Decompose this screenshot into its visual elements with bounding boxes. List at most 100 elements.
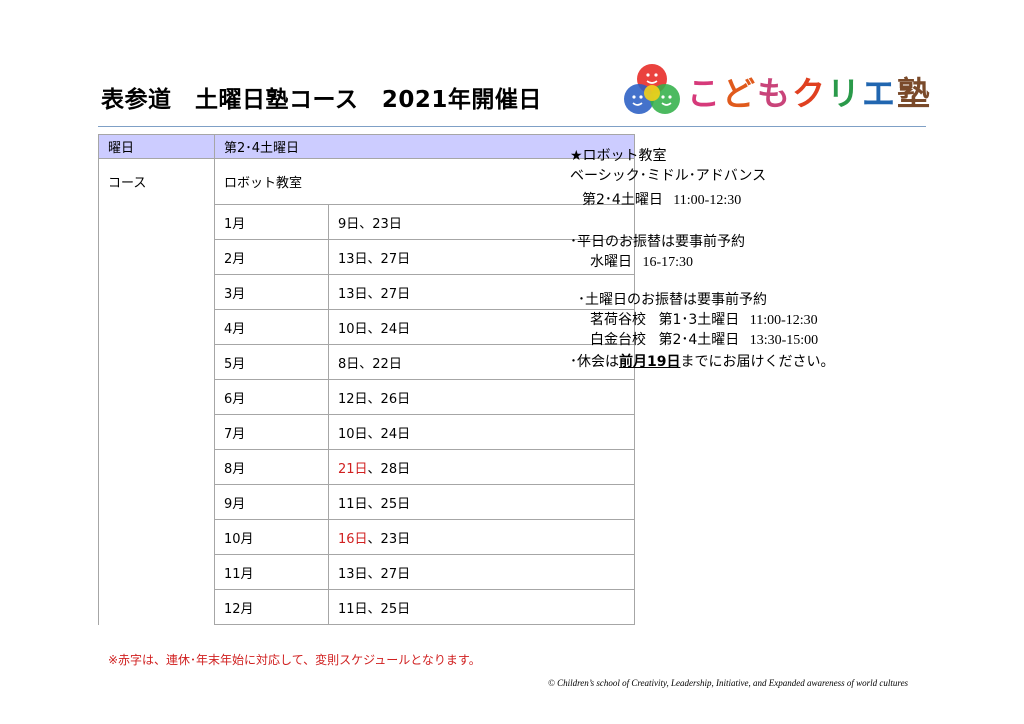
dates-cell: 11日、25日 <box>328 589 635 625</box>
table-row: 4月 10日、24日 <box>98 309 635 345</box>
info-absence: ･休会は前月19日までにお届けください。 <box>570 352 834 372</box>
header-value: 第2･4土曜日 <box>214 134 635 159</box>
dates-cell: 13日、27日 <box>328 554 635 590</box>
table-header-row: 曜日 第2･4土曜日 <box>98 134 635 159</box>
info-wed-time: 16-17:30 <box>642 255 694 270</box>
first-date: 10日 <box>338 426 368 442</box>
month-cell: 4月 <box>214 309 329 345</box>
row-spacer <box>98 379 215 415</box>
info-school2-name: 白金台校 <box>590 332 646 348</box>
row-spacer <box>98 414 215 450</box>
table-row: 5月 8日、22日 <box>98 344 635 380</box>
page-title: 表参道 土曜日塾コース 2021年開催日 <box>101 87 542 113</box>
dates-cell: 9日、23日 <box>328 204 635 240</box>
logo-char: こ <box>687 74 722 113</box>
first-date: 13日 <box>338 251 368 267</box>
row-spacer <box>98 589 215 625</box>
course-row: コース ロボット教室 <box>98 158 635 205</box>
table-row: 6月 12日、26日 <box>98 379 635 415</box>
logo-char: も <box>757 74 792 113</box>
logo-text: こどもクリエ塾 <box>687 67 932 115</box>
logo-char: ど <box>722 74 757 113</box>
info-weekday-transfer: ･平日のお振替は要事前予約 <box>570 234 745 250</box>
info-absence-pre: ･休会は <box>570 354 619 370</box>
table-row: 9月 11日、25日 <box>98 484 635 520</box>
row-spacer <box>98 309 215 345</box>
table-row: 10月 16日、23日 <box>98 519 635 555</box>
info-school1-day: 第1･3土曜日 <box>658 312 740 328</box>
row-spacer <box>98 204 215 240</box>
month-cell: 3月 <box>214 274 329 310</box>
month-cell: 12月 <box>214 589 329 625</box>
header-divider <box>98 126 926 127</box>
second-date: 、25日 <box>367 496 411 512</box>
row-spacer <box>98 484 215 520</box>
second-date: 、24日 <box>367 321 411 337</box>
month-cell: 5月 <box>214 344 329 380</box>
second-date: 、27日 <box>367 251 411 267</box>
dates-cell: 11日、25日 <box>328 484 635 520</box>
first-date: 9日 <box>338 216 360 232</box>
logo-char: エ <box>862 74 897 113</box>
month-cell: 2月 <box>214 239 329 275</box>
second-date: 、27日 <box>367 286 411 302</box>
table-row: 11月 13日、27日 <box>98 554 635 590</box>
dates-cell: 10日、24日 <box>328 414 635 450</box>
table-row: 3月 13日、27日 <box>98 274 635 310</box>
second-date: 、23日 <box>359 216 402 232</box>
info-schedule-time: 11:00-12:30 <box>673 193 742 208</box>
row-spacer <box>98 344 215 380</box>
month-cell: 6月 <box>214 379 329 415</box>
first-date: 8日 <box>338 356 360 372</box>
info-school1: 茗荷谷校 第1･3土曜日 11:00-12:30 <box>590 310 818 331</box>
dates-cell: 12日、26日 <box>328 379 635 415</box>
first-date: 13日 <box>338 286 368 302</box>
table-row: 12月 11日、25日 <box>98 589 635 625</box>
dates-cell: 8日、22日 <box>328 344 635 380</box>
month-cell: 11月 <box>214 554 329 590</box>
first-date: 12日 <box>338 391 368 407</box>
month-cell: 7月 <box>214 414 329 450</box>
second-date: 、26日 <box>367 391 411 407</box>
logo-faces-icon <box>624 64 680 114</box>
logo-char: 塾 <box>897 74 932 113</box>
month-cell: 10月 <box>214 519 329 555</box>
month-cell: 9月 <box>214 484 329 520</box>
second-date: 、23日 <box>367 531 411 547</box>
info-school2-time: 13:30-15:00 <box>749 333 819 348</box>
first-date: 10日 <box>338 321 368 337</box>
table-row: 8月 21日、28日 <box>98 449 635 485</box>
first-date: 13日 <box>338 566 368 582</box>
first-date: 21日 <box>338 461 368 477</box>
info-heading: ★ロボット教室 <box>570 148 667 164</box>
month-cell: 1月 <box>214 204 329 240</box>
info-schedule: 第2･4土曜日 11:00-12:30 <box>582 190 741 211</box>
info-school1-name: 茗荷谷校 <box>590 312 646 328</box>
first-date: 16日 <box>338 531 368 547</box>
second-date: 、25日 <box>367 601 411 617</box>
logo-char: リ <box>827 74 862 113</box>
logo: こどもクリエ塾 <box>621 59 931 119</box>
first-date: 11日 <box>338 496 368 512</box>
info-school1-time: 11:00-12:30 <box>749 313 818 328</box>
dates-cell: 10日、24日 <box>328 309 635 345</box>
info-schedule-day: 第2･4土曜日 <box>582 192 663 208</box>
dates-cell: 13日、27日 <box>328 274 635 310</box>
logo-char: ク <box>792 74 827 113</box>
row-spacer <box>98 449 215 485</box>
second-date: 、27日 <box>367 566 411 582</box>
header-label: 曜日 <box>98 134 215 159</box>
row-spacer <box>98 239 215 275</box>
second-date: 、22日 <box>359 356 402 372</box>
row-spacer <box>98 554 215 590</box>
info-absence-post: までにお届けください。 <box>680 354 835 370</box>
row-spacer <box>98 274 215 310</box>
copyright: © Children’s school of Creativity, Leade… <box>548 678 909 688</box>
first-date: 11日 <box>338 601 368 617</box>
table-row: 2月 13日、27日 <box>98 239 635 275</box>
info-saturday-transfer: ･土曜日のお振替は要事前予約 <box>578 292 767 308</box>
info-absence-deadline: 前月19日 <box>619 354 681 370</box>
red-text-note: ※赤字は、連休･年末年始に対応して、変則スケジュールとなります。 <box>108 653 481 667</box>
info-levels: ベーシック･ミドル･アドバンス <box>570 168 767 184</box>
row-spacer <box>98 519 215 555</box>
